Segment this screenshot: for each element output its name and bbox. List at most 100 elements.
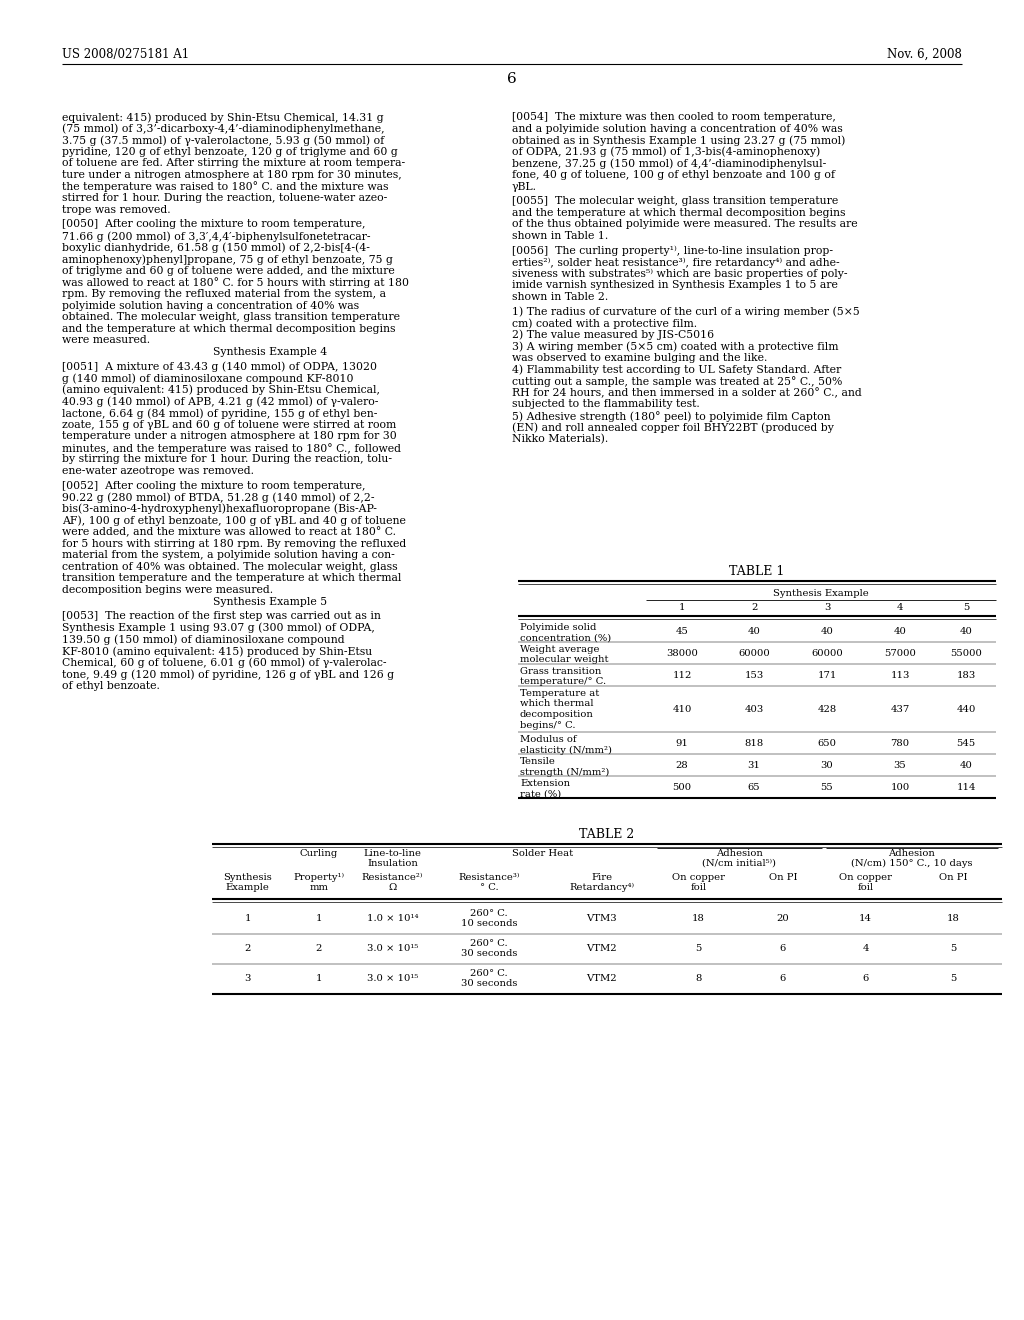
Text: shown in Table 2.: shown in Table 2. <box>512 292 608 302</box>
Text: (amino equivalent: 415) produced by Shin-Etsu Chemical,: (amino equivalent: 415) produced by Shin… <box>62 385 380 396</box>
Text: 40: 40 <box>959 627 973 636</box>
Text: 40: 40 <box>959 762 973 770</box>
Text: 40: 40 <box>894 627 906 636</box>
Text: 3) A wiring member (5×5 cm) coated with a protective film: 3) A wiring member (5×5 cm) coated with … <box>512 342 839 352</box>
Text: of ODPA, 21.93 g (75 mmol) of 1,3-bis(4-aminophenoxy): of ODPA, 21.93 g (75 mmol) of 1,3-bis(4-… <box>512 147 820 157</box>
Text: Synthesis Example 5: Synthesis Example 5 <box>213 597 327 607</box>
Text: 1: 1 <box>245 913 251 923</box>
Text: Property¹⁾: Property¹⁾ <box>294 873 344 882</box>
Text: foil: foil <box>857 883 873 892</box>
Text: 18: 18 <box>947 913 959 923</box>
Text: equivalent: 415) produced by Shin-Etsu Chemical, 14.31 g: equivalent: 415) produced by Shin-Etsu C… <box>62 112 384 123</box>
Text: 6: 6 <box>862 974 868 983</box>
Text: TABLE 1: TABLE 1 <box>729 565 784 578</box>
Text: [0054]  The mixture was then cooled to room temperature,: [0054] The mixture was then cooled to ro… <box>512 112 836 121</box>
Text: Synthesis Example 4: Synthesis Example 4 <box>213 347 327 356</box>
Text: RH for 24 hours, and then immersed in a solder at 260° C., and: RH for 24 hours, and then immersed in a … <box>512 388 862 399</box>
Text: 28: 28 <box>676 762 688 770</box>
Text: of ethyl benzoate.: of ethyl benzoate. <box>62 681 160 690</box>
Text: 91: 91 <box>676 739 688 748</box>
Text: 4: 4 <box>862 944 868 953</box>
Text: 545: 545 <box>956 739 976 748</box>
Text: [0056]  The curling property¹⁾, line-to-line insulation prop-: [0056] The curling property¹⁾, line-to-l… <box>512 246 833 256</box>
Text: aminophenoxy)phenyl]propane, 75 g of ethyl benzoate, 75 g: aminophenoxy)phenyl]propane, 75 g of eth… <box>62 255 393 265</box>
Text: 18: 18 <box>692 913 705 923</box>
Text: and the temperature at which thermal decomposition begins: and the temperature at which thermal dec… <box>62 323 395 334</box>
Text: were measured.: were measured. <box>62 335 151 346</box>
Text: Nikko Materials).: Nikko Materials). <box>512 434 608 445</box>
Text: which thermal: which thermal <box>520 700 594 709</box>
Text: 30 seconds: 30 seconds <box>461 979 517 987</box>
Text: Ω: Ω <box>388 883 396 892</box>
Text: rpm. By removing the refluxed material from the system, a: rpm. By removing the refluxed material f… <box>62 289 386 300</box>
Text: was allowed to react at 180° C. for 5 hours with stirring at 180: was allowed to react at 180° C. for 5 ho… <box>62 277 409 288</box>
Text: 1: 1 <box>679 603 685 612</box>
Text: polyimide solution having a concentration of 40% was: polyimide solution having a concentratio… <box>62 301 359 310</box>
Text: centration of 40% was obtained. The molecular weight, glass: centration of 40% was obtained. The mole… <box>62 562 397 572</box>
Text: 10 seconds: 10 seconds <box>461 919 517 928</box>
Text: boxylic dianhydride, 61.58 g (150 mmol) of 2,2-bis[4-(4-: boxylic dianhydride, 61.58 g (150 mmol) … <box>62 243 370 253</box>
Text: 3: 3 <box>824 603 830 612</box>
Text: (EN) and roll annealed copper foil BHY22BT (produced by: (EN) and roll annealed copper foil BHY22… <box>512 422 834 433</box>
Text: shown in Table 1.: shown in Table 1. <box>512 231 608 242</box>
Text: 38000: 38000 <box>666 649 698 657</box>
Text: Example: Example <box>225 883 269 892</box>
Text: On PI: On PI <box>769 873 798 882</box>
Text: (N/cm) 150° C., 10 days: (N/cm) 150° C., 10 days <box>851 859 973 869</box>
Text: 55000: 55000 <box>950 649 982 657</box>
Text: 4) Flammability test according to UL Safety Standard. After: 4) Flammability test according to UL Saf… <box>512 364 842 375</box>
Text: 5: 5 <box>963 603 969 612</box>
Text: 2) The value measured by JIS-C5016: 2) The value measured by JIS-C5016 <box>512 330 714 341</box>
Text: 1.0 × 10¹⁴: 1.0 × 10¹⁴ <box>367 913 418 923</box>
Text: Chemical, 60 g of toluene, 6.01 g (60 mmol) of γ-valerolac-: Chemical, 60 g of toluene, 6.01 g (60 mm… <box>62 657 386 668</box>
Text: Retardancy⁴⁾: Retardancy⁴⁾ <box>569 883 634 892</box>
Text: 437: 437 <box>891 705 909 714</box>
Text: 5: 5 <box>950 974 956 983</box>
Text: 112: 112 <box>673 671 691 680</box>
Text: ture under a nitrogen atmosphere at 180 rpm for 30 minutes,: ture under a nitrogen atmosphere at 180 … <box>62 170 401 180</box>
Text: Extension: Extension <box>520 779 570 788</box>
Text: 114: 114 <box>956 783 976 792</box>
Text: and a polyimide solution having a concentration of 40% was: and a polyimide solution having a concen… <box>512 124 843 133</box>
Text: On copper: On copper <box>672 873 725 882</box>
Text: γBL.: γBL. <box>512 182 537 191</box>
Text: 45: 45 <box>676 627 688 636</box>
Text: mm: mm <box>309 883 329 892</box>
Text: 410: 410 <box>673 705 691 714</box>
Text: 2: 2 <box>245 944 251 953</box>
Text: On copper: On copper <box>839 873 892 882</box>
Text: 30: 30 <box>820 762 834 770</box>
Text: 65: 65 <box>748 783 760 792</box>
Text: 40: 40 <box>820 627 834 636</box>
Text: VTM2: VTM2 <box>586 944 616 953</box>
Text: decomposition begins were measured.: decomposition begins were measured. <box>62 585 273 595</box>
Text: and the temperature at which thermal decomposition begins: and the temperature at which thermal dec… <box>512 207 846 218</box>
Text: stirred for 1 hour. During the reaction, toluene-water azeo-: stirred for 1 hour. During the reaction,… <box>62 193 387 203</box>
Text: g (140 mmol) of diaminosiloxane compound KF-8010: g (140 mmol) of diaminosiloxane compound… <box>62 374 353 384</box>
Text: [0052]  After cooling the mixture to room temperature,: [0052] After cooling the mixture to room… <box>62 480 366 491</box>
Text: erties²⁾, solder heat resistance³⁾, fire retardancy⁴⁾ and adhe-: erties²⁾, solder heat resistance³⁾, fire… <box>512 257 840 268</box>
Text: 71.66 g (200 mmol) of 3,3′,4,4′-biphenylsulfonetetracar-: 71.66 g (200 mmol) of 3,3′,4,4′-biphenyl… <box>62 231 371 242</box>
Text: 30 seconds: 30 seconds <box>461 949 517 958</box>
Text: 3.75 g (37.5 mmol) of γ-valerolactone, 5.93 g (50 mmol) of: 3.75 g (37.5 mmol) of γ-valerolactone, 5… <box>62 135 384 145</box>
Text: 2: 2 <box>751 603 757 612</box>
Text: lactone, 6.64 g (84 mmol) of pyridine, 155 g of ethyl ben-: lactone, 6.64 g (84 mmol) of pyridine, 1… <box>62 408 378 418</box>
Text: US 2008/0275181 A1: US 2008/0275181 A1 <box>62 48 189 61</box>
Text: material from the system, a polyimide solution having a con-: material from the system, a polyimide so… <box>62 550 394 560</box>
Text: 6: 6 <box>780 944 786 953</box>
Text: 20: 20 <box>776 913 790 923</box>
Text: 6: 6 <box>780 974 786 983</box>
Text: benzene, 37.25 g (150 mmol) of 4,4’-diaminodiphenylsul-: benzene, 37.25 g (150 mmol) of 4,4’-diam… <box>512 158 826 169</box>
Text: bis(3-amino-4-hydroxyphenyl)hexafluoropropane (Bis-AP-: bis(3-amino-4-hydroxyphenyl)hexafluoropr… <box>62 504 377 515</box>
Text: for 5 hours with stirring at 180 rpm. By removing the refluxed: for 5 hours with stirring at 180 rpm. By… <box>62 539 407 549</box>
Text: Adhesion: Adhesion <box>889 849 936 858</box>
Text: 40.93 g (140 mmol) of APB, 4.21 g (42 mmol) of γ-valero-: 40.93 g (140 mmol) of APB, 4.21 g (42 mm… <box>62 396 379 407</box>
Text: Insulation: Insulation <box>367 859 418 869</box>
Text: 260° C.: 260° C. <box>470 969 508 978</box>
Text: begins/° C.: begins/° C. <box>520 721 575 730</box>
Text: 1: 1 <box>315 913 323 923</box>
Text: Modulus of: Modulus of <box>520 735 577 744</box>
Text: Curling: Curling <box>300 849 338 858</box>
Text: of triglyme and 60 g of toluene were added, and the mixture: of triglyme and 60 g of toluene were add… <box>62 265 394 276</box>
Text: ene-water azeotrope was removed.: ene-water azeotrope was removed. <box>62 466 254 477</box>
